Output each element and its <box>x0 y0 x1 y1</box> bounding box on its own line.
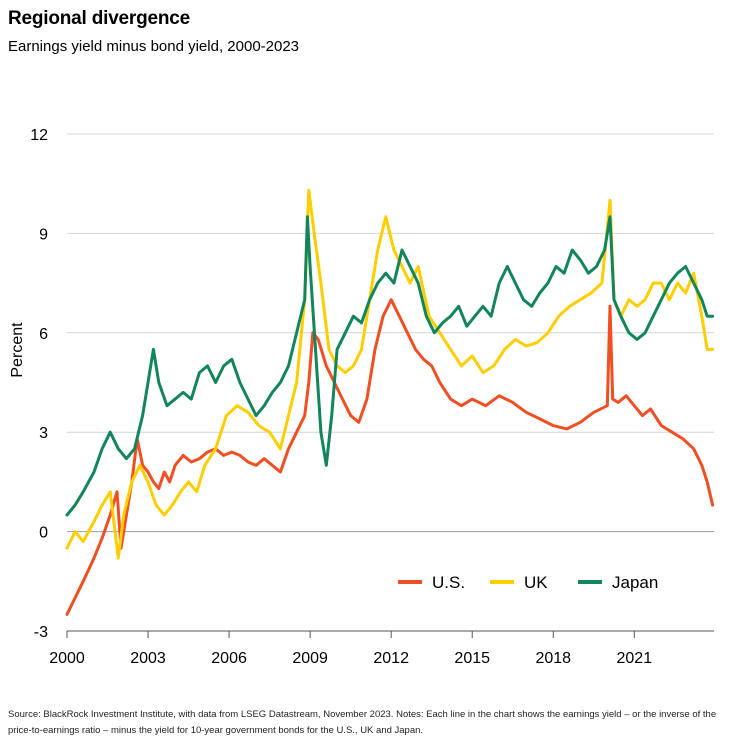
y-tick-label: -3 <box>34 624 48 641</box>
source-note: Source: BlackRock Investment Institute, … <box>8 709 717 736</box>
legend: U.S. UK Japan <box>398 573 658 592</box>
legend-label: Japan <box>612 573 658 592</box>
x-axis: 2000 2003 2006 2009 2012 2015 2018 2021 <box>49 630 714 667</box>
y-tick-label: 0 <box>39 525 48 542</box>
x-tick-label: 2003 <box>130 650 166 667</box>
series-line-uk <box>65 188 715 560</box>
y-tick-label: 6 <box>39 326 48 343</box>
series-line-japan <box>65 215 715 517</box>
y-tick-label: 9 <box>39 226 48 243</box>
y-tick-label: 12 <box>30 127 48 144</box>
x-tick-label: 2009 <box>292 650 328 667</box>
legend-label: UK <box>524 573 548 592</box>
x-tick-label: 2000 <box>49 650 85 667</box>
y-axis: -3 0 3 6 9 12 <box>30 127 48 641</box>
chart-subtitle: Earnings yield minus bond yield, 2000-20… <box>8 38 300 55</box>
line-chart: 2000 2003 2006 2009 2012 2015 2018 2021 -3 0 3 6 9 1… <box>9 127 715 667</box>
x-tick-label: 2018 <box>535 650 571 667</box>
y-tick-label: 3 <box>39 425 48 442</box>
x-tick-label: 2006 <box>211 650 247 667</box>
legend-label: U.S. <box>432 573 465 592</box>
x-tick-label: 2012 <box>373 650 409 667</box>
series-lines <box>65 188 715 616</box>
y-axis-label: Percent <box>9 322 26 378</box>
series-line-us <box>65 298 715 616</box>
chart-title: Regional divergence <box>8 8 191 29</box>
x-tick-label: 2015 <box>454 650 490 667</box>
gridlines <box>67 133 714 632</box>
x-tick-label: 2021 <box>617 650 653 667</box>
